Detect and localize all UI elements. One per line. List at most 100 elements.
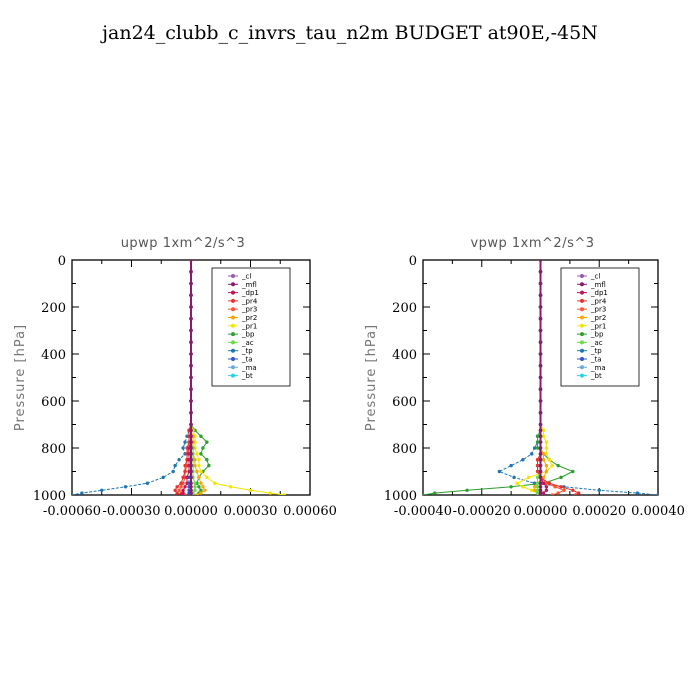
data-point: [538, 399, 543, 403]
x-tick-label: 0.00000: [514, 504, 568, 519]
data-point: [189, 352, 193, 356]
data-point: [203, 488, 207, 492]
legend-item: _dp1: [577, 289, 608, 297]
data-point: [173, 463, 177, 468]
data-point: [535, 485, 540, 489]
legend-label: _cl: [590, 273, 600, 281]
data-point: [100, 488, 104, 492]
data-point: [189, 452, 193, 456]
data-point: [181, 446, 185, 450]
data-point: [538, 352, 543, 356]
legend-label: _bt: [590, 372, 602, 380]
legend-label: _bp: [590, 331, 604, 339]
data-point: [535, 434, 540, 438]
data-point: [535, 488, 540, 492]
legend-item: _pr2: [577, 314, 606, 322]
data-point: [205, 440, 209, 444]
legend-label: _dp1: [241, 289, 259, 297]
data-point: [538, 281, 543, 286]
legend-swatch-marker: [231, 323, 235, 328]
legend-swatch-marker: [580, 365, 584, 370]
data-point: [199, 452, 203, 456]
legend-item: _cl: [228, 273, 251, 281]
data-point: [282, 493, 286, 495]
data-point: [189, 328, 193, 333]
data-point: [538, 446, 543, 450]
x-tick-label: 0.00060: [283, 504, 337, 519]
data-point: [197, 463, 201, 468]
legend-label: _ta: [241, 356, 253, 364]
legend-swatch-marker: [231, 365, 235, 370]
data-point: [175, 485, 179, 489]
data-point: [544, 469, 549, 474]
data-point: [189, 375, 193, 380]
legend-swatch-marker: [580, 332, 584, 337]
legend-swatch-marker: [580, 323, 584, 328]
data-point: [556, 491, 560, 495]
data-point: [193, 485, 197, 489]
data-point: [538, 481, 543, 485]
data-point: [535, 475, 540, 480]
legend: _cl_mfl_dp1_pr4_pr3_pr2_pr1_bp_ac_tp_ta_…: [211, 267, 291, 387]
legend-label: _mfl: [590, 281, 606, 289]
legend-item: _ma: [228, 364, 257, 372]
x-tick-label: 0.00000: [164, 504, 218, 519]
y-tick-label: 0: [58, 254, 66, 269]
data-point: [556, 463, 560, 468]
legend-swatch-marker: [580, 348, 584, 353]
data-point: [515, 481, 519, 485]
data-point: [538, 422, 543, 427]
data-point: [547, 458, 552, 462]
data-point: [576, 491, 581, 495]
data-point: [179, 485, 183, 489]
series-mfl: [538, 260, 543, 495]
data-point: [538, 488, 543, 492]
y-tick-label: 800: [392, 442, 417, 457]
legend-swatch-marker: [231, 290, 235, 295]
data-point: [550, 493, 554, 495]
data-point: [173, 488, 177, 492]
legend-swatch-marker: [580, 315, 584, 320]
data-point: [535, 458, 540, 462]
data-point: [521, 458, 525, 462]
legend: _cl_mfl_dp1_pr4_pr3_pr2_pr1_bp_ac_tp_ta_…: [560, 267, 640, 387]
data-point: [538, 485, 543, 489]
data-point: [197, 485, 201, 489]
y-tick-label: 200: [392, 301, 417, 316]
data-point: [177, 458, 181, 462]
data-point: [538, 260, 543, 262]
data-point: [535, 481, 540, 485]
data-point: [189, 485, 193, 489]
upwp-panel: upwp 1xm^2/s^3 Pressure [hPa] 0 200 400 600 80…: [13, 236, 337, 519]
data-point: [181, 488, 185, 492]
legend-item: _ac: [228, 339, 254, 347]
legend-label: _pr4: [241, 297, 258, 305]
data-point: [656, 493, 658, 495]
legend-label: _bt: [241, 372, 253, 380]
series-tp: [72, 260, 193, 495]
legend-swatch-marker: [231, 348, 235, 353]
data-point: [538, 452, 543, 456]
legend-item: _pr3: [228, 306, 257, 314]
series-bp: [423, 260, 575, 495]
x-tick-label: 0.00040: [631, 504, 685, 519]
data-point: [197, 475, 201, 480]
y-tick-label: 1000: [384, 489, 417, 504]
legend-swatch-marker: [231, 315, 235, 320]
legend-item: _pr2: [228, 314, 257, 322]
y-axis-label: Pressure [hPa]: [364, 324, 379, 431]
data-point: [559, 485, 563, 489]
legend-swatch-marker: [580, 290, 584, 295]
legend-box: [211, 267, 291, 387]
y-tick-label: 1000: [33, 489, 66, 504]
legend-label: _pr1: [590, 322, 606, 330]
data-point: [541, 434, 546, 438]
data-point: [189, 260, 193, 262]
legend-swatch-marker: [231, 340, 235, 345]
legend-label: _ta: [590, 356, 602, 364]
data-point: [189, 488, 193, 492]
data-point: [193, 488, 197, 492]
legend-label: _ma: [241, 364, 257, 372]
data-point: [195, 469, 199, 474]
data-point: [199, 469, 203, 474]
